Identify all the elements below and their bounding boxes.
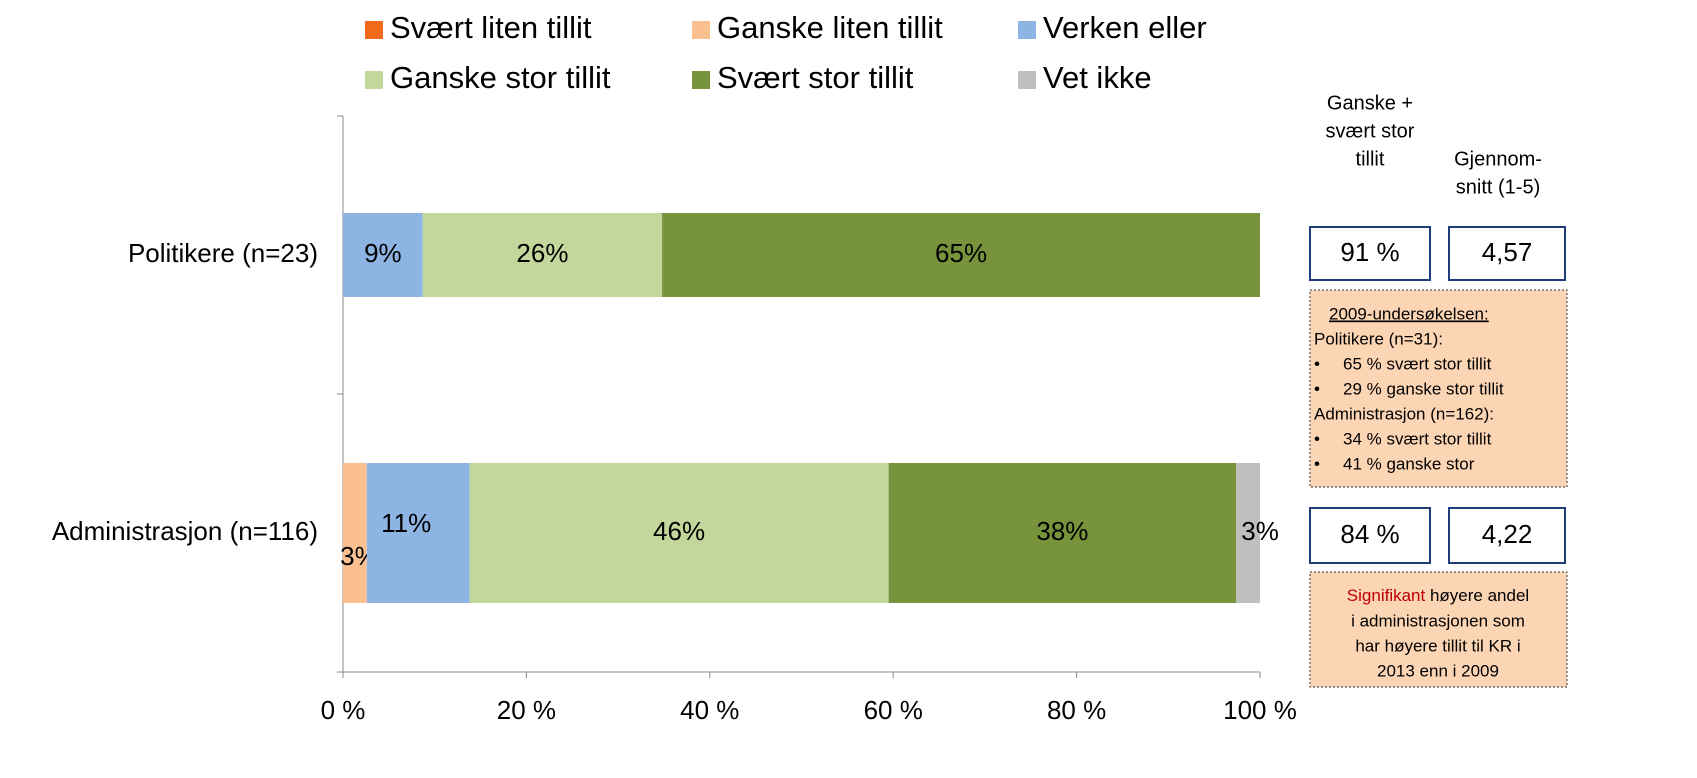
note-text: Administrasjon (n=162): — [1314, 404, 1494, 423]
legend-swatch — [1018, 21, 1036, 39]
note-text: Signifikant høyere andel — [1347, 586, 1529, 605]
data-label: 38% — [1036, 516, 1088, 546]
column-header: Gjennom- — [1454, 148, 1542, 170]
note-title: 2009-undersøkelsen: — [1329, 304, 1489, 323]
legend-swatch — [365, 21, 383, 39]
note-text: har høyere tillit til KR i — [1355, 636, 1520, 655]
x-tick-label: 0 % — [321, 695, 366, 725]
note-text: 34 % svært stor tillit — [1343, 429, 1492, 448]
x-tick-label: 100 % — [1223, 695, 1297, 725]
column-header: tillit — [1356, 148, 1385, 170]
legend-label: Ganske stor tillit — [390, 60, 611, 95]
note-box — [1309, 289, 1568, 488]
bar-segment — [343, 213, 423, 297]
data-label: 46% — [653, 516, 705, 546]
data-label: 11% — [381, 508, 431, 538]
column-header: svært stor — [1326, 120, 1415, 142]
bar-segment — [366, 463, 470, 603]
bar-segment — [343, 463, 367, 603]
column-header: snitt (1-5) — [1456, 176, 1540, 198]
share-value: 84 % — [1340, 519, 1399, 549]
bar-segment — [1236, 463, 1260, 603]
x-tick-label: 20 % — [497, 695, 556, 725]
legend-label: Verken eller — [1043, 10, 1207, 45]
note-text: i administrasjonen som — [1351, 611, 1525, 630]
legend-swatch — [1018, 71, 1036, 89]
note-highlight: Signifikant — [1347, 586, 1426, 605]
category-label: Administrasjon (n=116) — [52, 516, 318, 546]
value-box — [1309, 507, 1431, 564]
legend-swatch — [692, 21, 710, 39]
note-text: 29 % ganske stor tillit — [1343, 379, 1504, 398]
legend-label: Svært stor tillit — [717, 60, 914, 95]
data-label: 26% — [516, 238, 568, 268]
share-value: 91 % — [1340, 237, 1399, 267]
bar-segment — [422, 213, 663, 297]
x-tick-label: 40 % — [680, 695, 739, 725]
legend-label: Vet ikke — [1043, 60, 1152, 95]
legend-swatch — [365, 71, 383, 89]
value-box — [1448, 226, 1566, 281]
column-header: Ganske + — [1327, 92, 1413, 114]
legend-swatch — [692, 71, 710, 89]
value-box — [1448, 507, 1566, 564]
note-text: høyere andel — [1425, 586, 1529, 605]
bar-segment — [469, 463, 889, 603]
bullet: • — [1314, 354, 1320, 373]
legend-label: Ganske liten tillit — [717, 10, 943, 45]
value-box — [1309, 226, 1431, 281]
data-label: 65% — [935, 238, 987, 268]
note-text: Politikere (n=31): — [1314, 329, 1443, 348]
bullet: • — [1314, 454, 1320, 473]
bar-segment — [888, 463, 1237, 603]
data-label: 3% — [1241, 516, 1279, 546]
data-label: 9% — [364, 238, 402, 268]
mean-value: 4,57 — [1482, 237, 1533, 267]
mean-value: 4,22 — [1482, 519, 1533, 549]
legend-label: Svært liten tillit — [390, 10, 592, 45]
note-text: 65 % svært stor tillit — [1343, 354, 1492, 373]
bar-segment — [662, 213, 1260, 297]
bullet: • — [1314, 379, 1320, 398]
note-text: 41 % ganske stor — [1343, 454, 1475, 473]
x-tick-label: 80 % — [1047, 695, 1106, 725]
category-label: Politikere (n=23) — [128, 238, 318, 268]
note-text: 2013 enn i 2009 — [1377, 661, 1499, 680]
x-tick-label: 60 % — [864, 695, 923, 725]
bullet: • — [1314, 429, 1320, 448]
note-box — [1309, 571, 1568, 688]
